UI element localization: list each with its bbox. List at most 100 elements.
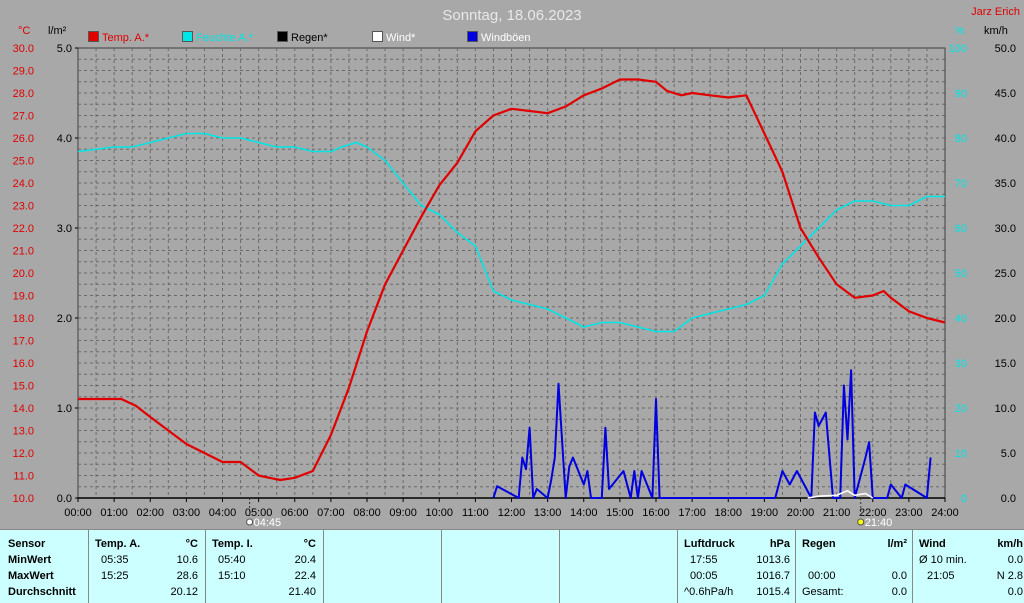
x-tick-label: 18:00 [714,507,742,519]
series-line-wind [807,489,874,499]
x-tick-label: 05:00 [245,507,273,519]
page-title: Sonntag, 18.06.2023 [442,7,582,24]
temp-i-unit: °C [303,538,316,550]
x-tick-label: 00:00 [64,507,92,519]
temp-tick-label: 25.0 [13,156,34,168]
wind-header: Wind [919,538,946,550]
wind-tick-label: 10.0 [995,403,1016,415]
x-tick-label: 09:00 [389,507,417,519]
x-tick-label: 02:00 [136,507,164,519]
temp-tick-label: 28.0 [13,88,34,100]
humidity-tick-label: 40 [955,313,967,325]
temp-a-min-time: 05:35 [101,554,129,566]
x-tick-label: 14:00 [570,507,598,519]
sunrise-icon [246,518,254,526]
unit-celsius: °C [18,25,31,37]
x-tick-label: 10:00 [425,507,453,519]
x-tick-label: 03:00 [173,507,201,519]
wind-max-time: 21:05 [927,570,955,582]
sensor-header: Sensor [8,538,46,550]
legend-temp: Temp. A.* [88,31,149,45]
rain-tick-label: 2.0 [57,313,72,325]
temp-i-max-time: 15:10 [218,570,246,582]
col-wind: Wind km/h Ø 10 min. 0.0 21:05 N 2.8 0.0 [912,530,1024,603]
temp-tick-label: 15.0 [13,381,34,393]
legend-swatch-wind [372,31,383,42]
pressure-header: Luftdruck [684,538,735,550]
col-temp-i: Temp. I. °C 05:40 20.4 15:10 22.4 21.40 [205,530,324,603]
x-tick-label: 19:00 [751,507,779,519]
temp-tick-label: 30.0 [13,43,34,55]
x-tick-label: 15:00 [606,507,634,519]
wind-tick-label: 20.0 [995,313,1016,325]
humidity-tick-label: 20 [955,403,967,415]
humidity-tick-label: 10 [955,448,967,460]
pressure-trend: ^0.6hPa/h [684,586,734,598]
wind-tick-label: 50.0 [995,43,1016,55]
temp-tick-label: 27.0 [13,111,34,123]
humidity-tick-label: 90 [955,88,967,100]
legend-swatch-temp [88,31,99,42]
x-tick-label: 20:00 [787,507,815,519]
wind-avg-label: Ø 10 min. [919,554,967,566]
pressure-min-value: 1013.6 [756,554,790,566]
x-tick-label: 11:00 [462,507,489,519]
humidity-tick-label: 30 [955,358,967,370]
rain-max-value: 0.0 [891,570,907,582]
temp-tick-label: 19.0 [13,291,34,303]
col-empty-1 [323,530,442,603]
temp-tick-label: 24.0 [13,178,34,190]
rain-tick-label: 3.0 [57,223,72,235]
x-tick-label: 12:00 [498,507,526,519]
humidity-tick-label: 100 [949,43,967,55]
rain-total-label: Gesamt: [802,586,844,598]
temp-a-avg-value: 20.12 [170,586,198,598]
grid [78,48,945,498]
rain-max-time: 00:00 [808,570,836,582]
x-tick-label: 07:00 [317,507,345,519]
unit-rain: l/m² [48,25,67,37]
temp-tick-label: 13.0 [13,426,34,438]
station-name: Jarz Erich [971,6,1020,18]
temp-i-avg-value: 21.40 [288,586,316,598]
wind-avg-value: 0.0 [1007,554,1023,566]
temp-tick-label: 21.0 [13,246,34,258]
x-tick-label: 06:00 [281,507,309,519]
temp-tick-label: 22.0 [13,223,34,235]
wind-tick-label: 40.0 [995,133,1016,145]
legend-humidity: Feuchte A.* [182,31,253,45]
series-line-temp [78,78,946,482]
pressure-min-time: 17:55 [690,554,718,566]
rain-tick-label: 4.0 [57,133,72,145]
wind-tick-label: 30.0 [995,223,1016,235]
humidity-tick-label: 50 [955,268,967,280]
temp-a-unit: °C [185,538,198,550]
col-regen: Regen l/m² 00:00 0.0 Gesamt: 0.0 [795,530,913,603]
legend-gusts: Windböen [467,31,531,45]
temp-tick-label: 10.0 [13,493,34,505]
sunset-time: 21:40 [865,517,893,529]
x-tick-label: 13:00 [534,507,562,519]
wind-tick-label: 5.0 [1001,448,1016,460]
series-line-humidity [77,132,945,333]
unit-kmh: km/h [984,25,1008,37]
legend-swatch-gusts [467,31,478,42]
x-tick-label: 23:00 [895,507,923,519]
pressure-unit: hPa [769,538,790,550]
pressure-avg-value: 1015.4 [756,586,790,598]
x-tick-label: 04:00 [209,507,237,519]
temp-tick-label: 26.0 [13,133,34,145]
temp-a-min-value: 10.6 [176,554,198,566]
rain-header: Regen [802,538,836,550]
wind-tick-label: 35.0 [995,178,1016,190]
rain-total-value: 0.0 [891,586,907,598]
sunset-icon [857,518,865,526]
sunrise-time: 04:45 [254,517,282,529]
temp-tick-label: 20.0 [13,268,34,280]
temp-tick-label: 11.0 [13,471,34,483]
wind-tick-label: 25.0 [995,268,1016,280]
temp-i-min-time: 05:40 [218,554,246,566]
row-label-max: MaxWert [8,570,54,582]
unit-percent: % [955,25,965,37]
col-empty-2 [441,530,560,603]
